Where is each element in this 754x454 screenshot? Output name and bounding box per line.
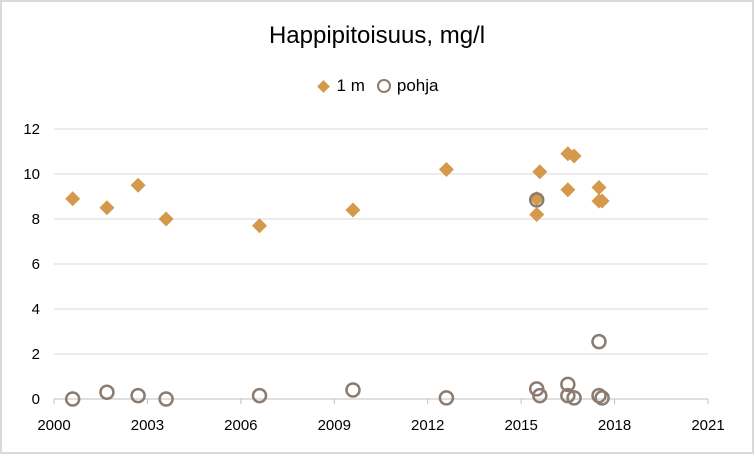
- data-point-pohja: [251, 387, 268, 404]
- data-point-1m: [252, 218, 268, 234]
- data-point-pohja: [528, 192, 545, 208]
- x-tick-label: 2018: [598, 417, 631, 434]
- data-point-pohja: [64, 391, 81, 407]
- x-tick-label: 2015: [504, 417, 537, 434]
- data-point-1m: [566, 148, 582, 164]
- legend-entry-1m: 1 m: [316, 76, 365, 96]
- data-point-1m: [99, 200, 115, 216]
- y-tick-label: 4: [32, 301, 40, 318]
- data-point-pohja: [532, 387, 548, 404]
- x-tick-label: 2006: [224, 417, 257, 434]
- data-point-pohja: [591, 333, 607, 350]
- data-point-pohja: [99, 384, 115, 400]
- legend-entry-pohja: pohja: [376, 76, 439, 96]
- y-tick-label: 6: [32, 256, 40, 273]
- data-point-pohja: [130, 387, 146, 404]
- x-tick-label: 2012: [411, 417, 444, 434]
- y-tick-label: 2: [32, 346, 40, 363]
- y-tick-label: 0: [32, 391, 40, 408]
- data-point-1m: [560, 182, 576, 198]
- x-tick-label: 2009: [318, 417, 351, 434]
- data-point-1m: [130, 177, 146, 193]
- x-tick-label: 2021: [691, 417, 724, 434]
- data-point-1m: [345, 202, 361, 218]
- data-point-1m: [532, 164, 548, 180]
- circle-marker-icon: [376, 79, 391, 93]
- data-point-pohja: [345, 382, 361, 398]
- data-point-1m: [529, 207, 545, 222]
- x-tick-label: 2003: [131, 417, 164, 434]
- data-point-1m: [438, 162, 454, 177]
- data-point-1m: [158, 211, 174, 227]
- y-tick-label: 8: [32, 211, 40, 228]
- data-point-pohja: [438, 390, 455, 406]
- x-tick-label: 2000: [37, 417, 70, 434]
- legend-label-1m: 1 m: [336, 76, 365, 95]
- data-point-pohja: [158, 391, 174, 407]
- legend-label-pohja: pohja: [396, 76, 439, 95]
- data-point-pohja: [566, 390, 582, 406]
- y-tick-label: 12: [23, 121, 40, 138]
- chart-title: Happipitoisuus, mg/l: [268, 22, 486, 49]
- y-tick-label: 10: [23, 166, 40, 183]
- data-point-1m: [591, 180, 607, 195]
- data-point-1m: [594, 193, 610, 209]
- legend: 1 m pohja: [0, 76, 754, 96]
- data-point-1m: [65, 191, 81, 207]
- data-point-pohja: [560, 376, 576, 393]
- data-point-pohja: [594, 390, 610, 406]
